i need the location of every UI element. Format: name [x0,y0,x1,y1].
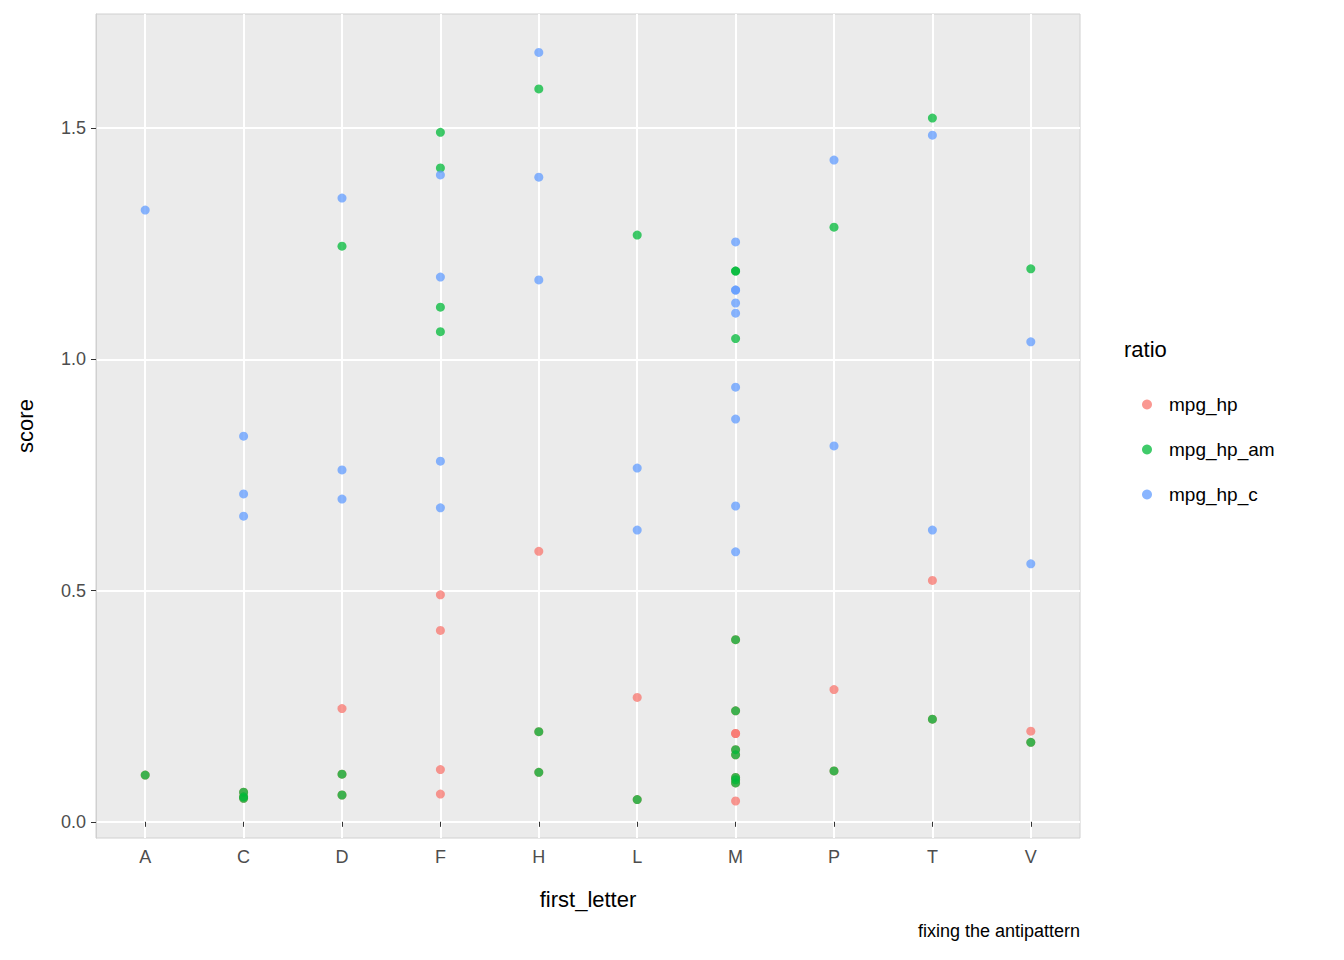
svg-text:1.5: 1.5 [61,118,86,138]
svg-text:fixing the antipattern: fixing the antipattern [918,921,1080,941]
svg-text:C: C [237,847,250,867]
svg-text:ratio: ratio [1124,337,1167,362]
svg-text:T: T [927,847,938,867]
svg-text:A: A [139,847,151,867]
svg-text:first_letter: first_letter [540,887,637,912]
svg-text:F: F [435,847,446,867]
svg-text:L: L [632,847,642,867]
svg-text:0.0: 0.0 [61,812,86,832]
svg-text:P: P [828,847,840,867]
svg-text:score: score [13,399,38,453]
svg-text:mpg_hp_c: mpg_hp_c [1169,484,1258,506]
svg-text:mpg_hp: mpg_hp [1169,394,1238,416]
svg-text:D: D [336,847,349,867]
svg-text:0.5: 0.5 [61,581,86,601]
svg-text:mpg_hp_am: mpg_hp_am [1169,439,1275,461]
svg-text:M: M [728,847,743,867]
svg-text:H: H [532,847,545,867]
svg-text:V: V [1025,847,1037,867]
svg-text:1.0: 1.0 [61,349,86,369]
